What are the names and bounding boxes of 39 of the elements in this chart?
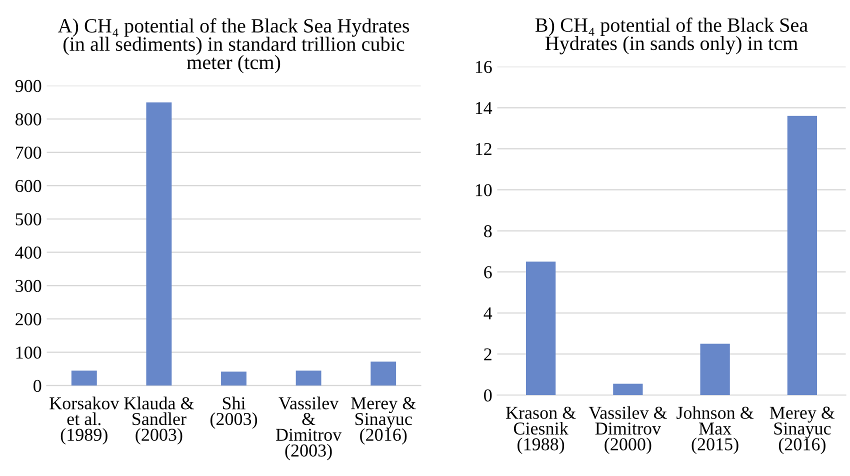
y-tick-label: 14 [476,102,492,114]
y-tick-label: 800 [15,113,42,126]
x-tick-label: Korsakov et al. (1989) [50,396,120,445]
x-tick-label: Vassilev & Dimitrov (2000) [588,406,667,454]
bar [71,370,97,386]
y-tick-label: 200 [16,313,42,326]
x-tick-label: Krason & Ciesnik (1988) [506,406,576,454]
bar [146,102,172,386]
y-tick-label: 0 [34,380,42,392]
x-tick-label: Merey & Sinayuc (2016) [351,397,416,445]
bar [700,344,730,396]
bar [370,362,396,386]
x-tick-label: Klauda & Sandler (2003) [124,396,194,445]
y-tick-label: 900 [15,80,42,92]
bar [296,370,322,386]
bar [613,384,643,396]
y-tick-label: 500 [16,213,42,226]
y-tick-label: 100 [16,346,42,359]
y-tick-label: 2 [484,348,492,360]
bar [221,372,246,386]
y-tick-label: 600 [16,180,42,192]
bar [787,116,817,396]
y-tick-label: 4 [484,307,492,320]
y-tick-label: 6 [484,266,492,278]
y-tick-label: 700 [16,146,42,159]
x-tick-label: Merey & Sinayuc (2016) [770,406,835,454]
bar [526,262,556,396]
x-tick-label: Johnson & Max (2015) [676,406,754,454]
chart-title: B) CH₄ potential of the Black Sea Hydrates (in sands only) in tcm [535,18,808,54]
y-tick-label: 300 [16,280,42,292]
y-tick-label: 8 [484,225,492,238]
x-tick-label: Shi (2003) [210,396,258,429]
y-tick-label: 12 [476,143,492,156]
x-tick-label: Vassilev & Dimitrov (2003) [276,396,342,460]
chart-title: A) CH₄ potential of the Black Sea Hydrates (in all sediments) in standard trillion cubic meter (tcm) [58,18,410,74]
y-tick-label: 400 [15,246,42,259]
y-tick-label: 0 [484,389,492,402]
y-tick-label: 10 [476,184,492,196]
y-tick-label: 16 [476,60,492,74]
